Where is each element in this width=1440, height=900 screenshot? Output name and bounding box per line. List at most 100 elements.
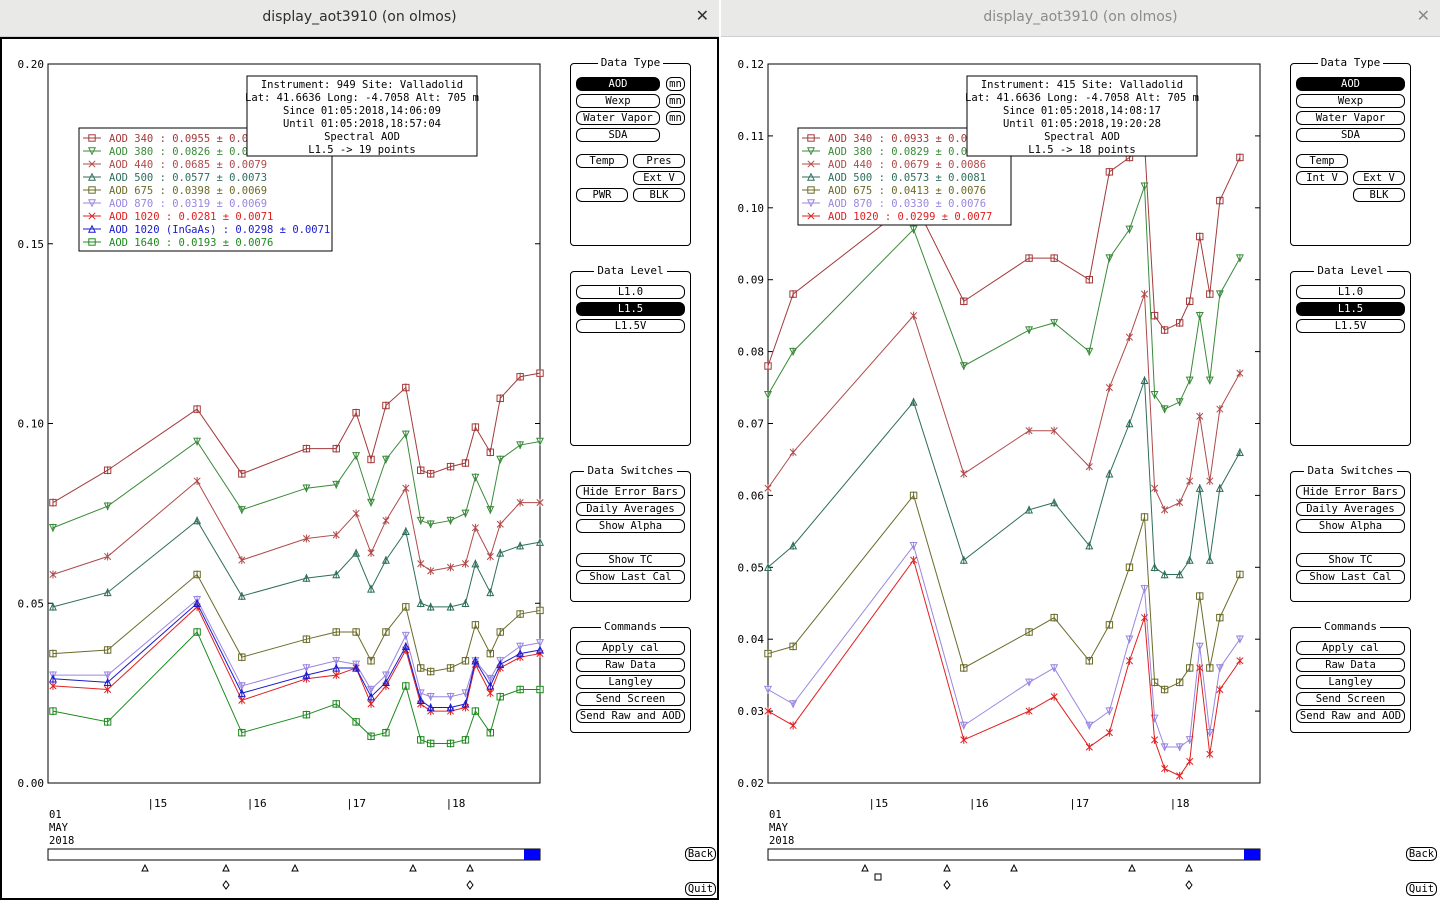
series-line bbox=[52, 573, 541, 673]
data-switches-panel: Data Switches Hide Error Bars Daily Aver… bbox=[570, 464, 691, 602]
water-vapor-mn-button[interactable]: mn bbox=[666, 111, 685, 125]
temp-button[interactable]: Temp bbox=[576, 154, 628, 168]
l15-button[interactable]: L1.5 bbox=[1296, 302, 1405, 316]
langley-button[interactable]: Langley bbox=[1296, 675, 1405, 689]
quit-button[interactable]: Quit bbox=[685, 882, 716, 896]
y-tick-label: 0.03 bbox=[738, 705, 765, 718]
aod-button[interactable]: AOD bbox=[576, 77, 660, 91]
wexp-button[interactable]: Wexp bbox=[576, 94, 660, 108]
data-level-panel: Data Level L1.0 L1.5 L1.5V bbox=[1290, 264, 1411, 446]
legend-entry: AOD 1020 (InGaAs) : 0.0298 ± 0.0071 bbox=[109, 224, 330, 236]
title-bar[interactable]: display_aot3910 (on olmos) ✕ bbox=[0, 0, 719, 37]
close-icon[interactable]: ✕ bbox=[695, 6, 709, 25]
l15v-button[interactable]: L1.5V bbox=[576, 319, 685, 333]
data-point bbox=[1205, 728, 1214, 737]
hide-error-bars-button[interactable]: Hide Error Bars bbox=[1296, 485, 1405, 499]
send-raw-and-aod-button[interactable]: Send Raw and AOD bbox=[1296, 709, 1405, 723]
temp-button[interactable]: Temp bbox=[1296, 154, 1348, 168]
pwr-button[interactable]: PWR bbox=[576, 188, 628, 202]
apply-cal-button[interactable]: Apply cal bbox=[576, 641, 685, 655]
data-point bbox=[1216, 685, 1224, 694]
l10-button[interactable]: L1.0 bbox=[576, 285, 685, 299]
data-point bbox=[1206, 477, 1214, 485]
data-point bbox=[516, 649, 525, 658]
daily-averages-button[interactable]: Daily Averages bbox=[1296, 502, 1405, 516]
data-point bbox=[367, 498, 376, 507]
wexp-mn-button[interactable]: mn bbox=[666, 94, 685, 108]
send-raw-and-aod-button[interactable]: Send Raw and AOD bbox=[576, 709, 685, 723]
hide-error-bars-button[interactable]: Hide Error Bars bbox=[576, 485, 685, 499]
data-point bbox=[1236, 369, 1244, 377]
wexp-button[interactable]: Wexp bbox=[1296, 94, 1405, 108]
data-point bbox=[496, 455, 505, 464]
show-tc-button[interactable]: Show TC bbox=[1296, 553, 1405, 567]
ext-v-button[interactable]: Ext V bbox=[1353, 171, 1405, 185]
data-point bbox=[1185, 555, 1194, 564]
data-point bbox=[909, 491, 918, 500]
data-point bbox=[1140, 376, 1149, 385]
data-point bbox=[1161, 765, 1169, 773]
quit-button[interactable]: Quit bbox=[1406, 882, 1437, 896]
raw-data-button[interactable]: Raw Data bbox=[576, 658, 685, 672]
back-button[interactable]: Back bbox=[1406, 847, 1437, 861]
raw-data-button[interactable]: Raw Data bbox=[1296, 658, 1405, 672]
data-type-panel: Data Type AOD mn Wexp mn Water Vapor mn … bbox=[570, 56, 691, 246]
show-alpha-button[interactable]: Show Alpha bbox=[1296, 519, 1405, 533]
data-point bbox=[1025, 628, 1033, 636]
int-v-button[interactable]: Int V bbox=[1296, 171, 1348, 185]
langley-button[interactable]: Langley bbox=[576, 675, 685, 689]
data-point bbox=[1151, 736, 1159, 744]
show-alpha-button[interactable]: Show Alpha bbox=[576, 519, 685, 533]
data-point bbox=[471, 707, 480, 715]
data-point bbox=[446, 664, 455, 672]
show-last-cal-button[interactable]: Show Last Cal bbox=[1296, 570, 1405, 584]
aod-button[interactable]: AOD bbox=[1296, 77, 1405, 91]
y-tick-label: 0.00 bbox=[18, 777, 45, 790]
data-point bbox=[1050, 664, 1059, 673]
data-point bbox=[1195, 642, 1204, 651]
data-point bbox=[1216, 613, 1224, 622]
send-screen-button[interactable]: Send Screen bbox=[576, 692, 685, 706]
l10-button[interactable]: L1.0 bbox=[1296, 285, 1405, 299]
send-screen-button[interactable]: Send Screen bbox=[1296, 692, 1405, 706]
series-5 bbox=[48, 595, 545, 702]
daily-averages-button[interactable]: Daily Averages bbox=[576, 502, 685, 516]
water-vapor-button[interactable]: Water Vapor bbox=[576, 111, 660, 125]
data-point bbox=[1050, 613, 1058, 622]
sda-button[interactable]: SDA bbox=[1296, 128, 1405, 142]
data-point bbox=[367, 549, 375, 557]
data-point bbox=[367, 732, 375, 740]
title-bar[interactable]: display_aot3910 (on olmos) ✕ bbox=[721, 0, 1440, 37]
data-point bbox=[446, 693, 455, 702]
data-point bbox=[1175, 319, 1184, 327]
data-point bbox=[1196, 232, 1204, 241]
show-last-cal-button[interactable]: Show Last Cal bbox=[576, 570, 685, 584]
timeline-bar bbox=[47, 848, 541, 861]
data-point bbox=[516, 373, 524, 381]
apply-cal-button[interactable]: Apply cal bbox=[1296, 641, 1405, 655]
sda-button[interactable]: SDA bbox=[576, 128, 660, 142]
l15v-button[interactable]: L1.5V bbox=[1296, 319, 1405, 333]
data-point bbox=[446, 703, 455, 712]
aod-mn-button[interactable]: mn bbox=[666, 77, 685, 91]
data-point bbox=[471, 423, 480, 431]
water-vapor-button[interactable]: Water Vapor bbox=[1296, 111, 1405, 125]
pres-button[interactable]: Pres bbox=[633, 154, 685, 168]
l15-button[interactable]: L1.5 bbox=[576, 302, 685, 316]
legend-marker bbox=[807, 134, 815, 142]
legend-entry: AOD 440 : 0.0685 ± 0.0079 bbox=[109, 159, 267, 171]
close-icon[interactable]: ✕ bbox=[1416, 6, 1430, 25]
legend-entry: AOD 340 : 0.0955 ± 0.0 bbox=[109, 133, 248, 145]
blk-button[interactable]: BLK bbox=[633, 188, 685, 202]
blk-button[interactable]: BLK bbox=[1353, 188, 1405, 202]
ext-v-button[interactable]: Ext V bbox=[633, 171, 685, 185]
show-tc-button[interactable]: Show TC bbox=[576, 553, 685, 567]
info-box bbox=[966, 75, 1198, 157]
data-point bbox=[193, 595, 202, 604]
data-point bbox=[416, 695, 425, 705]
window-content: 0.20 0.15 0.10 0.05 0.00 |15 |16 |17 |18 AOD 340 … bbox=[0, 37, 719, 900]
data-point bbox=[302, 484, 311, 493]
back-button[interactable]: Back bbox=[685, 847, 716, 861]
data-point bbox=[237, 591, 246, 600]
data-point bbox=[1105, 469, 1114, 478]
